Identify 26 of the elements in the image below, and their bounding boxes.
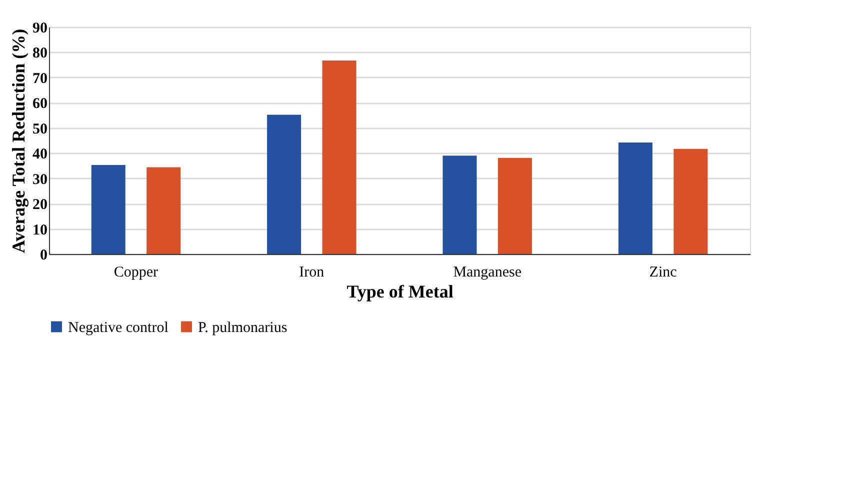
bar [674, 148, 708, 254]
bar [498, 158, 532, 254]
bar [442, 156, 477, 254]
y-tick-label: 30 [32, 172, 48, 188]
bar [91, 164, 126, 254]
y-tick-label: 70 [32, 70, 48, 87]
y-axis-title: Average Total Reduction (%) [8, 28, 28, 254]
y-tick-label: 80 [32, 46, 48, 62]
y-tick-label: 10 [32, 222, 48, 238]
x-tick-label: Iron [299, 264, 325, 280]
x-tick-label: Copper [114, 264, 158, 280]
y-tick-label: 20 [32, 197, 48, 214]
legend-label: P. pulmonarius [198, 320, 288, 336]
x-axis-title: Type of Metal [346, 282, 454, 302]
bar [267, 114, 302, 254]
x-tick-label: Manganese [453, 264, 522, 280]
y-tick-label: 40 [32, 146, 48, 163]
legend-label: Negative control [68, 320, 168, 336]
bar [322, 60, 356, 254]
y-tick-label: 90 [32, 20, 48, 36]
bar [618, 142, 652, 254]
y-tick-label: 50 [32, 121, 48, 138]
y-tick-label: 0 [40, 248, 48, 264]
bar [146, 167, 181, 254]
y-tick-label: 60 [32, 96, 48, 112]
x-tick-label: Zinc [649, 264, 678, 280]
